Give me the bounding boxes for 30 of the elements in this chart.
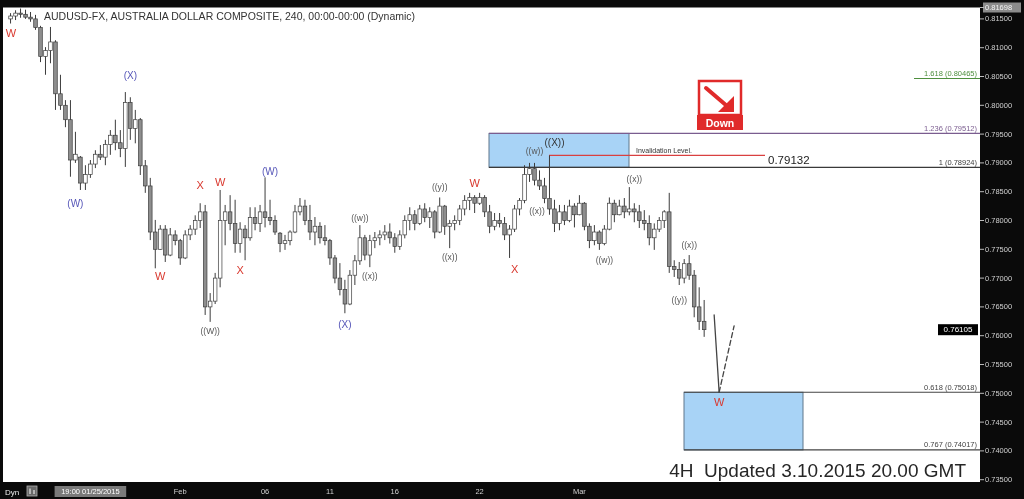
text: Dyn [5,487,20,497]
annotation: ((x)) [362,271,378,281]
annotation: 0.76105 [943,325,974,335]
annotation: W [713,396,725,408]
annotation: ((y)) [431,182,448,192]
annotation: ((x)) [626,174,643,184]
annotation: (W) [262,165,279,177]
annotation: X [196,178,205,191]
annotation: ((x)) [529,206,545,216]
annotation: ((w)) [351,213,369,223]
annotation: ((y)) [671,295,688,305]
annotation: W [214,175,226,188]
annotation: ((w)) [595,255,614,265]
annotation: ((W)) [200,326,221,336]
annotation: ((x)) [441,252,458,262]
annotation: X [236,264,245,276]
annotation: (X) [338,318,352,330]
annotation: ((x)) [681,240,698,250]
annotation: ((X)) [544,136,565,148]
annotation: (X) [123,70,137,81]
annotation: 4H Updated 3.10.2015 20.00 GMT [669,460,967,481]
ref-line-label: 0.79132 [768,154,810,167]
annotation: W [155,270,167,282]
annotation: W [5,27,17,39]
annotation: X [510,263,519,275]
annotation: Down [705,116,735,129]
chart-title: AUDUSD-FX, AUSTRALIA DOLLAR COMPOSITE, 240, 00:00-00:00 (Dynamic) [44,10,416,22]
annotation: ((w)) [525,146,544,156]
annotation: (W) [67,197,84,209]
annotation: W [469,176,481,189]
